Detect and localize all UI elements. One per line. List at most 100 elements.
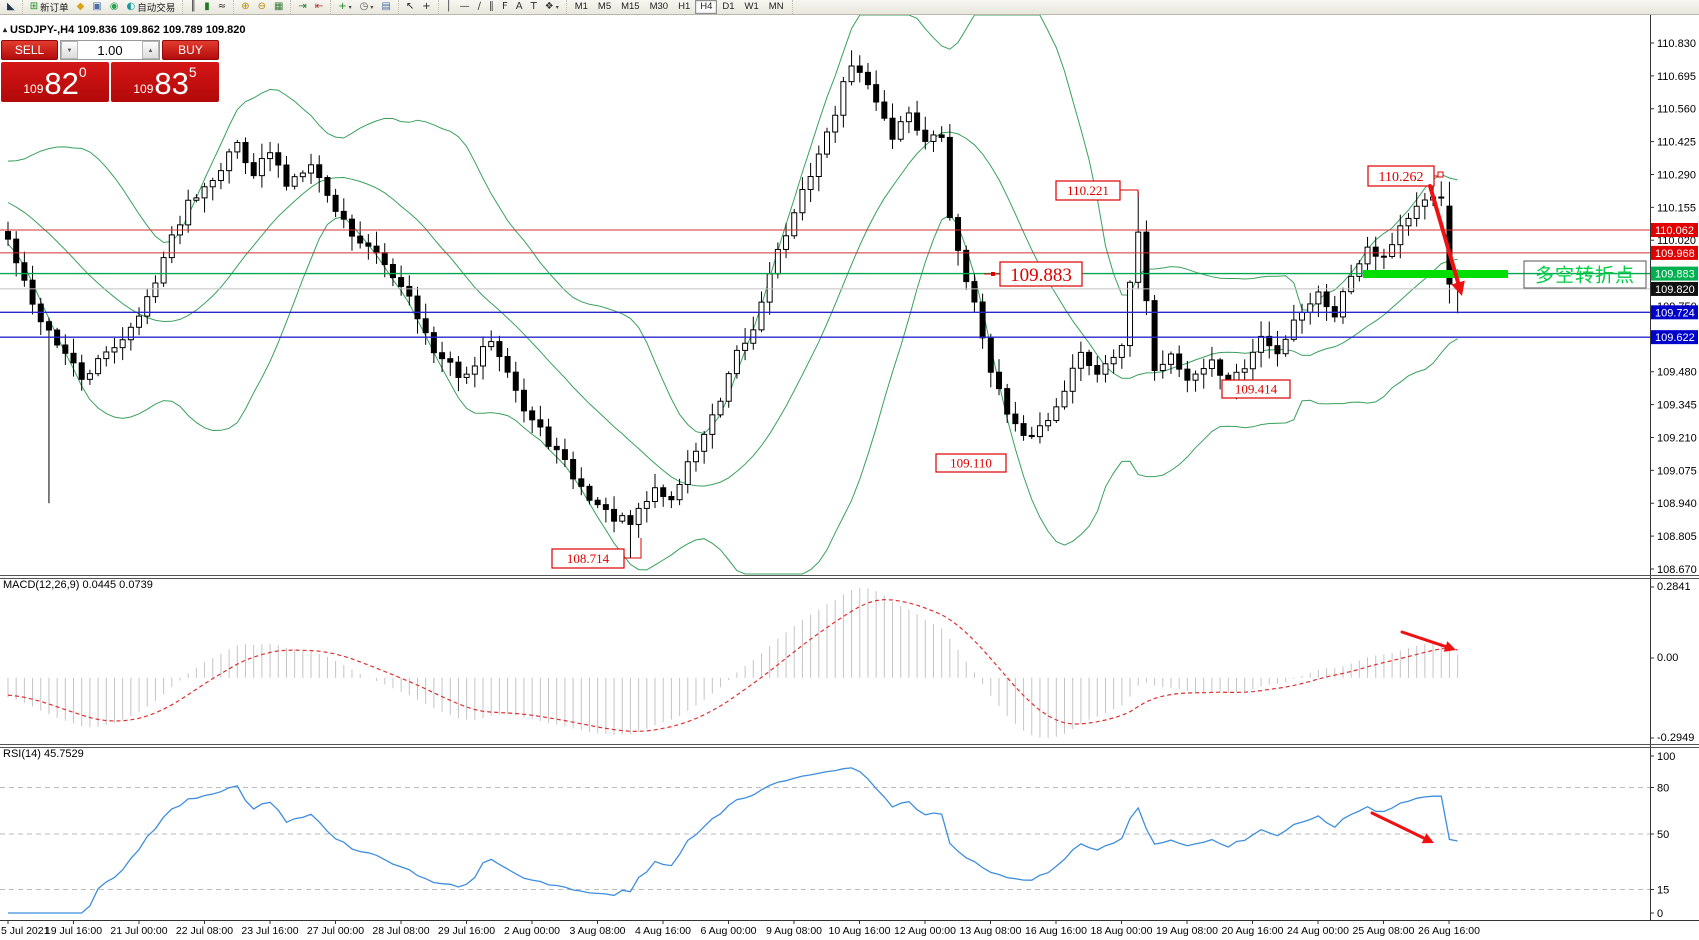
price-scale[interactable]: 110.830 110.695 110.560 110.425 110.290 110.1… xyxy=(1650,38,1698,920)
candle-body xyxy=(1192,373,1199,381)
scroll-to-end-button[interactable]: ⇥ xyxy=(294,0,310,15)
timeframe-W1[interactable]: W1 xyxy=(744,1,759,12)
candle-body xyxy=(447,358,454,363)
tile-windows-button[interactable]: ▦ xyxy=(270,0,287,15)
chevron-down-icon: ▾ xyxy=(348,4,352,11)
price-annotation-box[interactable]: 109.414 xyxy=(1221,379,1291,399)
timeframe-D1[interactable]: D1 xyxy=(722,1,735,12)
candle-body xyxy=(488,341,495,348)
trend-arrow[interactable] xyxy=(1400,630,1456,652)
chart-window-button[interactable]: ▣ xyxy=(88,0,105,15)
periodicity-button[interactable]: ◷ ▾ xyxy=(356,0,378,15)
price-annotation-box[interactable]: 108.714 xyxy=(551,538,642,569)
candle-body xyxy=(308,164,315,174)
timeframe-H4[interactable]: H4 xyxy=(695,0,718,14)
equidistant-channel-button[interactable]: ∥ xyxy=(485,0,498,15)
vertical-line-button[interactable]: │ xyxy=(442,0,456,15)
volume-increase-button[interactable]: ▲ xyxy=(142,41,159,59)
candle-body xyxy=(13,238,20,264)
candle-body xyxy=(1167,353,1174,365)
candle-body xyxy=(529,410,536,421)
collapse-panel-icon[interactable]: ▴ xyxy=(3,25,8,34)
candle-body xyxy=(1184,368,1191,381)
timeframe-M30[interactable]: M30 xyxy=(649,1,669,12)
candle-body xyxy=(643,501,650,509)
trend-arrow[interactable] xyxy=(1428,184,1465,296)
volume-decrease-button[interactable]: ▼ xyxy=(61,41,78,59)
svg-text:109.883: 109.883 xyxy=(1010,265,1072,286)
candle-body xyxy=(95,358,102,375)
arrows-button[interactable]: ❖ ▾ xyxy=(541,0,563,15)
candle-body xyxy=(332,194,339,212)
fibonacci-button[interactable]: F xyxy=(498,0,512,15)
add-indicator-button[interactable]: + ▾ xyxy=(334,0,355,15)
candle-body xyxy=(987,337,994,373)
candle-body xyxy=(979,301,986,339)
timeframe-MN[interactable]: MN xyxy=(768,1,784,12)
price-annotation-box[interactable]: 109.110 xyxy=(935,453,1007,473)
trend-arrow[interactable] xyxy=(1370,811,1434,844)
candle-body xyxy=(70,352,77,364)
support-highlight-bar[interactable] xyxy=(1363,270,1508,278)
cursor-button[interactable]: ↖ xyxy=(402,0,418,15)
candle-body xyxy=(1077,351,1084,369)
new-order-button[interactable]: ⊞ 新订单 xyxy=(26,0,73,15)
auto-trading-button-label: 自动交易 xyxy=(137,3,176,14)
price-tick: 108.670 xyxy=(1657,564,1697,576)
price-annotations[interactable]: 110.221 109.883 110.262 109.414 109.110 108.7… xyxy=(551,165,1444,569)
zoom-in-button[interactable]: ⊕ xyxy=(237,0,253,15)
zoom-out-button[interactable]: ⊖ xyxy=(254,0,270,15)
auto-trading-button[interactable]: ◐ 自动交易 xyxy=(123,0,180,15)
candle-body xyxy=(660,487,667,497)
svg-text:110.262: 110.262 xyxy=(1379,170,1424,185)
horizontal-lines[interactable] xyxy=(0,229,1650,338)
candle-body xyxy=(561,449,568,460)
crosshair-button[interactable]: + xyxy=(418,0,434,15)
price-annotation-box[interactable]: 110.221 xyxy=(1055,180,1139,201)
text-label-button[interactable]: T xyxy=(527,0,541,15)
template-button[interactable]: ▤ xyxy=(377,0,394,15)
candle-chart-button[interactable]: ▮ xyxy=(200,0,214,15)
candle-body xyxy=(1094,364,1101,375)
candle-body xyxy=(299,172,306,178)
chinese-note[interactable]: 多空转折点 xyxy=(1523,260,1647,289)
line-chart-button[interactable]: ≈ xyxy=(214,0,230,15)
time-axis-label: 28 Jul 08:00 xyxy=(372,925,429,937)
candle-body xyxy=(824,131,830,155)
rsi-indicator xyxy=(0,767,1650,914)
chart-shift-button[interactable]: ⇤ xyxy=(311,0,327,15)
candle-body xyxy=(1110,356,1117,365)
timeframe-M1[interactable]: M1 xyxy=(574,1,588,12)
bar-chart-button[interactable]: ║ xyxy=(186,0,200,15)
price-annotation-box[interactable]: 110.262 xyxy=(1367,165,1444,187)
sell-button[interactable]: SELL xyxy=(1,40,58,60)
sell-price[interactable]: 109 82 0 xyxy=(1,62,109,102)
candle-body xyxy=(873,84,880,103)
horizontal-line-button[interactable]: — xyxy=(456,0,474,15)
pointer-fragment-icon[interactable]: ◣ xyxy=(3,0,19,15)
candle-body xyxy=(946,136,953,219)
buy-button[interactable]: BUY xyxy=(162,40,219,60)
buy-price[interactable]: 109 83 5 xyxy=(111,62,219,102)
scroll-to-end-icon: ⇥ xyxy=(298,1,307,12)
candle-body xyxy=(635,507,642,525)
timeframe-H1[interactable]: H1 xyxy=(678,1,691,12)
svg-text:109.883: 109.883 xyxy=(1655,269,1695,281)
candle-body xyxy=(889,117,896,140)
volume-input[interactable] xyxy=(78,41,142,59)
trendline-button[interactable]: ∕ xyxy=(474,0,485,15)
candle-body xyxy=(1290,319,1297,340)
candle-body xyxy=(701,433,708,452)
toolbar-group-chart-type: ║ ▮ ≈ xyxy=(183,0,235,15)
timeframe-M15[interactable]: M15 xyxy=(621,1,640,12)
styler-button[interactable]: ◆ xyxy=(73,0,89,15)
timeframe-M5[interactable]: M5 xyxy=(597,1,612,12)
ohlc-text: USDJPY-,H4 109.836 109.862 109.789 109.8… xyxy=(10,24,246,36)
signals-button[interactable]: ◉ xyxy=(106,0,123,15)
time-axis-label: 10 Aug 16:00 xyxy=(829,925,891,937)
candle-body xyxy=(111,347,118,353)
text-button[interactable]: A xyxy=(512,0,527,15)
price-annotation-box[interactable]: 109.883 xyxy=(984,261,1083,287)
